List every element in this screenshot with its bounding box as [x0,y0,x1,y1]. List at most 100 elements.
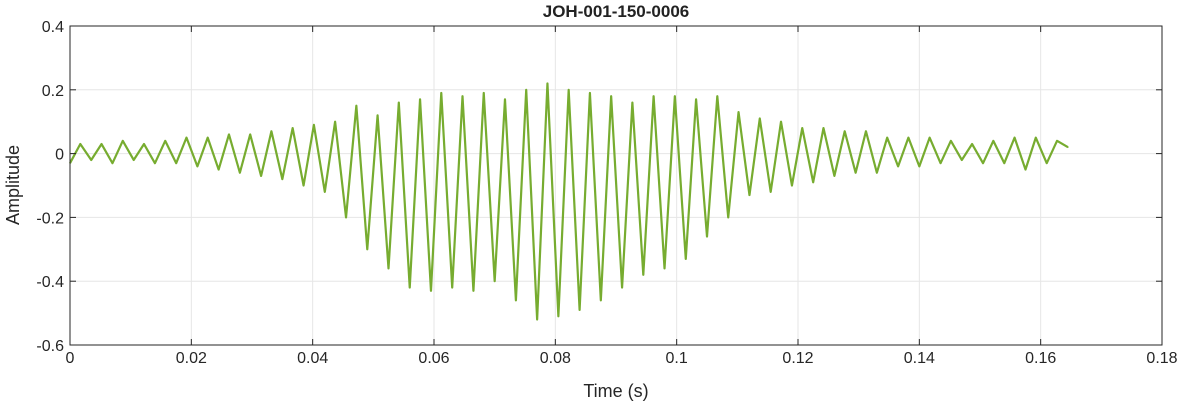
data-point [600,299,602,301]
data-point [419,98,421,100]
data-point [196,165,198,167]
data-point [621,286,623,289]
data-point [260,175,262,177]
x-tick-label: 0.12 [782,350,813,367]
data-point [111,162,114,164]
data-point [472,290,475,292]
data-point [249,133,251,136]
data-point [833,175,836,177]
data-point [780,121,782,123]
data-point [737,111,740,113]
series-group [69,82,1069,321]
data-point [228,133,230,136]
data-point [876,172,878,174]
data-point [992,140,994,142]
data-point [801,127,803,129]
x-tick-label: 0.16 [1025,350,1056,367]
x-tick-label: 0.04 [297,350,328,367]
x-tick-label: 0.06 [418,350,449,367]
data-point [546,82,549,85]
data-point [345,216,347,218]
chart-title: JOH-001-150-0006 [543,2,689,21]
data-point [929,137,931,139]
data-point [122,140,124,142]
data-point [695,98,697,100]
data-point [494,280,496,282]
plot-frame [69,25,1163,346]
data-point [950,140,952,142]
data-point [1035,137,1037,139]
y-tick-label: 0.4 [42,19,64,36]
data-point [568,89,570,91]
data-point [483,92,485,94]
data-point [685,258,687,260]
data-point [706,235,708,238]
data-point [164,140,166,142]
x-tick-label: 0 [66,350,75,367]
data-point [218,168,220,171]
data-point [759,117,761,120]
y-tick-label: -0.6 [36,338,64,355]
data-point [515,299,517,301]
series-line [69,82,1069,321]
data-point [610,95,612,97]
data-point [398,101,400,104]
data-point [525,89,527,91]
data-point [100,143,103,145]
data-point [631,101,633,104]
data-point [1003,162,1005,164]
y-tick-label: 0.2 [42,83,64,100]
data-point [961,159,963,161]
data-point [918,165,920,167]
data-point [536,318,538,321]
data-point [154,162,156,164]
data-point [302,184,305,187]
data-point [886,137,888,139]
data-point [313,124,315,126]
data-point [185,137,188,139]
x-tick-label: 0.02 [176,350,207,367]
data-point [175,162,177,164]
x-tick-label: 0.18 [1146,350,1177,367]
y-tick-label: -0.2 [36,210,64,227]
data-point [642,274,644,276]
data-point [971,143,973,145]
data-point [674,95,676,97]
axis-ticks: 0 0.02 0.04 0.06 0.08 0.1 0.12 0.14 0.16 0.18 0.4 0… [36,19,1177,367]
y-axis-label: Amplitude [3,145,23,225]
data-point [1067,146,1069,148]
data-point [579,309,581,311]
data-point [143,143,145,145]
data-point [1056,140,1058,142]
data-point [589,92,591,94]
data-point [855,172,857,174]
x-axis-label: Time (s) [583,381,648,401]
data-point [430,290,432,292]
data-point [1046,162,1048,164]
data-point [1013,137,1016,139]
data-point [281,178,283,180]
data-point [376,114,379,116]
y-tick-label: -0.4 [36,274,64,291]
data-point [727,216,729,218]
data-point [653,95,655,97]
data-point [355,105,357,107]
x-tick-label: 0.1 [666,350,688,367]
data-point [907,137,910,139]
data-point [865,130,867,132]
data-point [324,191,326,193]
data-point [79,143,81,145]
data-point [387,267,390,270]
data-point [461,95,464,97]
data-point [133,159,135,161]
x-tick-label: 0.08 [540,350,571,367]
data-point [939,162,942,164]
data-point [812,181,814,183]
data-point [90,159,92,161]
data-point [897,165,899,167]
data-point [366,248,368,250]
data-point [409,286,411,289]
data-point [292,127,294,129]
data-point [207,137,209,139]
data-point [451,286,453,289]
